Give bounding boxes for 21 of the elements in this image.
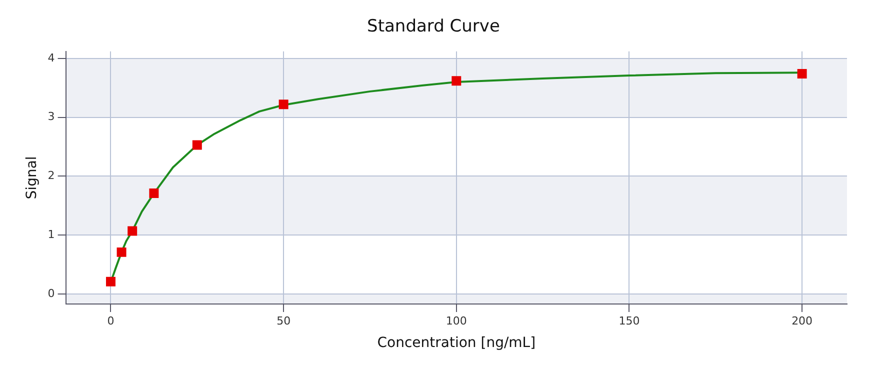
y-tick-label: 3: [48, 110, 55, 124]
x-tick-label: 150: [618, 314, 640, 328]
x-tick-label: 200: [792, 314, 813, 328]
chart-title: Standard Curve: [367, 16, 500, 37]
point: [192, 140, 202, 150]
x-tick-label: 0: [107, 314, 114, 328]
point: [149, 188, 159, 198]
point: [128, 226, 138, 236]
y-axis-title: Signal: [24, 156, 40, 200]
y-tick-label: 0: [48, 286, 55, 300]
point: [116, 247, 126, 257]
point: [797, 69, 807, 79]
y-tick-label: 1: [48, 228, 55, 241]
point: [452, 76, 462, 86]
y-tick-label: 2: [48, 169, 55, 182]
x-axis-title: Concentration [ng/mL]: [377, 335, 536, 352]
point: [106, 276, 116, 286]
x-tick-label: 50: [276, 314, 291, 328]
point: [278, 100, 288, 110]
x-tick-label: 100: [446, 314, 467, 328]
y-tick-label: 4: [48, 51, 55, 64]
